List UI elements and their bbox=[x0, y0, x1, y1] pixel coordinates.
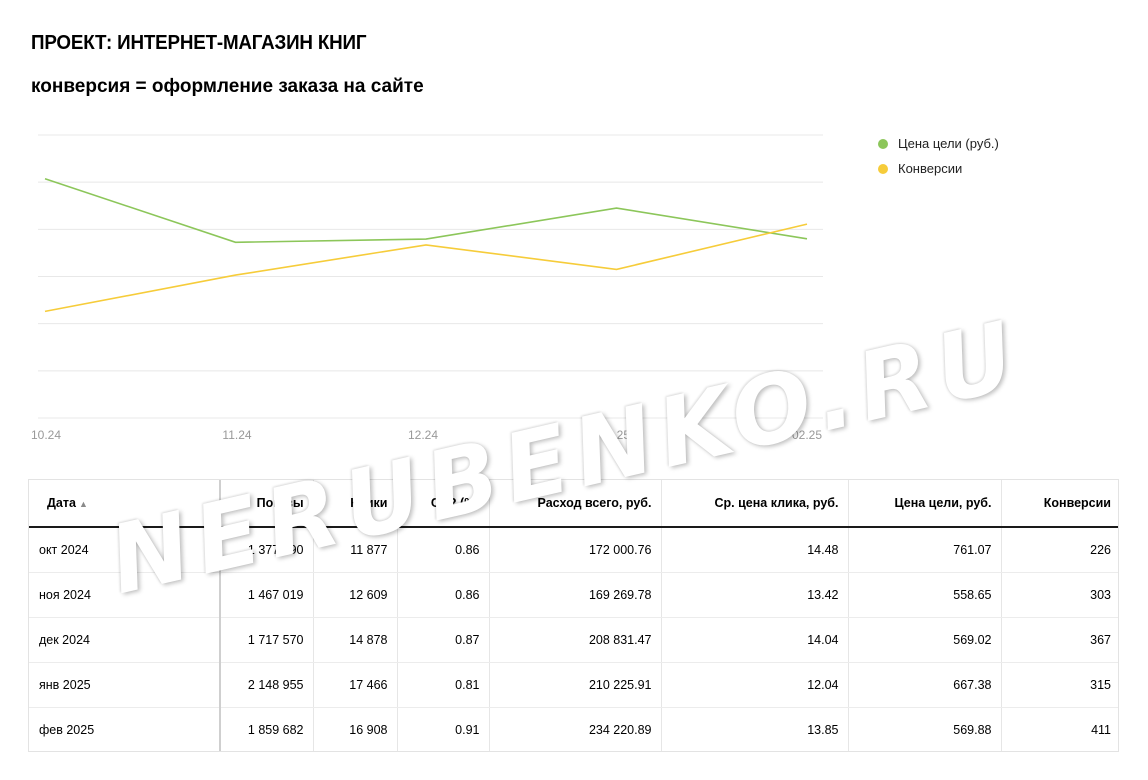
table-cell: 11 877 bbox=[312, 527, 397, 573]
table-cell: 0.87 bbox=[396, 617, 489, 663]
table-row: дек 2024 1 717 570 14 878 0.87 208 831.47 14.… bbox=[29, 617, 1118, 663]
line-chart: 10.24 11.24 12.24 01.25 02.25 bbox=[31, 134, 823, 442]
legend-label: Цена цели (руб.) bbox=[898, 136, 999, 151]
x-tick-label: 12.24 bbox=[408, 428, 438, 442]
x-tick-label: 02.25 bbox=[792, 428, 822, 442]
table-cell: 17 466 bbox=[312, 662, 397, 708]
table-header-row: Дата ▲ Показы Клики CTR (%) Расход всего, руб… bbox=[29, 480, 1118, 528]
column-header-label: Ср. цена клика, руб. bbox=[714, 496, 839, 510]
table-cell: 761.07 bbox=[847, 527, 1001, 573]
column-header[interactable]: Клики bbox=[312, 480, 397, 528]
table-cell: 0.86 bbox=[396, 527, 489, 573]
table-cell: 569.88 bbox=[847, 707, 1001, 751]
table-cell: 1 717 570 bbox=[219, 617, 313, 663]
stats-table: Дата ▲ Показы Клики CTR (%) Расход всего, руб… bbox=[28, 479, 1119, 752]
table-cell: 569.02 bbox=[847, 617, 1001, 663]
column-header-label: Цена цели, руб. bbox=[894, 496, 992, 510]
column-header[interactable]: Расход всего, руб. bbox=[488, 480, 661, 528]
table-cell: 1 859 682 bbox=[219, 707, 313, 751]
series-line-goal-price bbox=[44, 177, 808, 244]
table-cell: янв 2025 bbox=[29, 662, 220, 708]
table-cell: 411 bbox=[1000, 707, 1118, 751]
table-cell: 667.38 bbox=[847, 662, 1001, 708]
column-header[interactable]: Показы bbox=[219, 480, 313, 528]
table-cell: 14.48 bbox=[660, 527, 848, 573]
column-header-label: Расход всего, руб. bbox=[537, 496, 652, 510]
column-header[interactable]: Цена цели, руб. bbox=[847, 480, 1001, 528]
table-row: ноя 2024 1 467 019 12 609 0.86 169 269.78 13.… bbox=[29, 572, 1118, 618]
table-cell: 0.91 bbox=[396, 707, 489, 751]
table-row: янв 2025 2 148 955 17 466 0.81 210 225.91 12.… bbox=[29, 662, 1118, 708]
table-cell: 234 220.89 bbox=[488, 707, 661, 751]
column-header-label: Показы bbox=[256, 496, 304, 510]
column-header[interactable]: Ср. цена клика, руб. bbox=[660, 480, 848, 528]
table-cell: 13.42 bbox=[660, 572, 848, 618]
table-cell: 315 bbox=[1000, 662, 1118, 708]
table-cell: ноя 2024 bbox=[29, 572, 220, 618]
table-cell: 226 bbox=[1000, 527, 1118, 573]
x-tick-label: 11.24 bbox=[222, 428, 251, 442]
column-header[interactable]: Конверсии bbox=[1000, 480, 1118, 528]
table-cell: 169 269.78 bbox=[488, 572, 661, 618]
table-cell: 0.81 bbox=[396, 662, 489, 708]
table-cell: 2 148 955 bbox=[219, 662, 313, 708]
table-cell: 210 225.91 bbox=[488, 662, 661, 708]
legend-dot-icon bbox=[878, 163, 888, 174]
table-cell: 1 377 490 bbox=[219, 527, 313, 573]
report-subtitle: конверсия = оформление заказа на сайте bbox=[31, 76, 424, 97]
table-cell: окт 2024 bbox=[29, 527, 220, 573]
table-cell: дек 2024 bbox=[29, 617, 220, 663]
table-cell: 12 609 bbox=[312, 572, 397, 618]
legend-item[interactable]: Конверсии bbox=[878, 156, 999, 181]
table-cell: 0.86 bbox=[396, 572, 489, 618]
table-cell: 303 bbox=[1000, 572, 1118, 618]
legend-item[interactable]: Цена цели (руб.) bbox=[878, 131, 999, 156]
column-header-label: Клики bbox=[350, 496, 388, 510]
table-cell: 14 878 bbox=[312, 617, 397, 663]
column-header-label: Дата bbox=[47, 496, 76, 510]
report-title: ПРОЕКТ: ИНТЕРНЕТ-МАГАЗИН КНИГ bbox=[31, 32, 367, 54]
column-header-label: CTR (%) bbox=[430, 496, 480, 510]
table-cell: 1 467 019 bbox=[219, 572, 313, 618]
column-header-label: Конверсии bbox=[1043, 496, 1111, 510]
table-body: окт 2024 1 377 490 11 877 0.86 172 000.76 14.… bbox=[29, 527, 1118, 751]
x-tick-label: 01.25 bbox=[600, 428, 630, 442]
table-cell: 14.04 bbox=[660, 617, 848, 663]
chart-legend: Цена цели (руб.) Конверсии bbox=[878, 131, 999, 181]
series-line-conversions bbox=[44, 223, 808, 313]
table-cell: 13.85 bbox=[660, 707, 848, 751]
column-header[interactable]: CTR (%) bbox=[396, 480, 489, 528]
table-row: окт 2024 1 377 490 11 877 0.86 172 000.76 14.… bbox=[29, 527, 1118, 573]
table-cell: 208 831.47 bbox=[488, 617, 661, 663]
table-cell: 16 908 bbox=[312, 707, 397, 751]
table-cell: 558.65 bbox=[847, 572, 1001, 618]
table-cell: 172 000.76 bbox=[488, 527, 661, 573]
column-header[interactable]: Дата ▲ bbox=[29, 480, 220, 528]
legend-label: Конверсии bbox=[898, 161, 963, 176]
legend-dot-icon bbox=[878, 138, 888, 149]
table-cell: 12.04 bbox=[660, 662, 848, 708]
sort-ascending-icon[interactable]: ▲ bbox=[78, 499, 88, 509]
table-cell: фев 2025 bbox=[39, 722, 95, 737]
x-tick-label: 10.24 bbox=[31, 428, 61, 442]
table-cell: 367 bbox=[1000, 617, 1118, 663]
table-row: фев 2025 1 859 682 16 908 0.91 234 220.89 13.… bbox=[29, 707, 1118, 751]
